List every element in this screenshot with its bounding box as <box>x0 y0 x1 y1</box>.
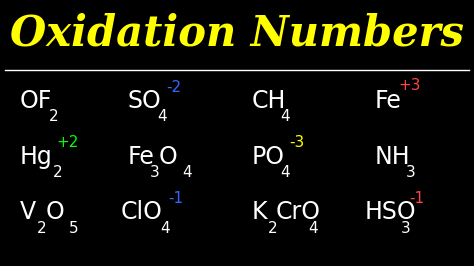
Text: -3: -3 <box>289 135 304 150</box>
Text: 3: 3 <box>150 165 160 180</box>
Text: Oxidation Numbers: Oxidation Numbers <box>10 12 464 54</box>
Text: OF: OF <box>20 89 52 113</box>
Text: -2: -2 <box>166 80 181 95</box>
Text: PO: PO <box>251 145 284 169</box>
Text: SO: SO <box>128 89 162 113</box>
Text: CrO: CrO <box>276 201 321 225</box>
Text: 5: 5 <box>69 221 78 236</box>
Text: +2: +2 <box>56 135 78 150</box>
Text: 4: 4 <box>160 221 170 236</box>
Text: 2: 2 <box>37 221 46 236</box>
Text: V: V <box>20 201 36 225</box>
Text: NH: NH <box>374 145 410 169</box>
Text: 2: 2 <box>53 165 63 180</box>
Text: Hg: Hg <box>20 145 53 169</box>
Text: K: K <box>251 201 267 225</box>
Text: HSO: HSO <box>365 201 417 225</box>
Text: 4: 4 <box>157 109 167 124</box>
Text: O: O <box>159 145 178 169</box>
Text: -1: -1 <box>409 191 424 206</box>
Text: O: O <box>46 201 65 225</box>
Text: 2: 2 <box>268 221 277 236</box>
Text: 4: 4 <box>281 165 290 180</box>
Text: 4: 4 <box>281 109 290 124</box>
Text: 2: 2 <box>49 109 58 124</box>
Text: Fe: Fe <box>374 89 401 113</box>
Text: 3: 3 <box>401 221 410 236</box>
Text: +3: +3 <box>398 78 420 93</box>
Text: CH: CH <box>251 89 286 113</box>
Text: Fe: Fe <box>128 145 155 169</box>
Text: -1: -1 <box>169 191 184 206</box>
Text: 3: 3 <box>406 165 416 180</box>
Text: 4: 4 <box>182 165 192 180</box>
Text: ClO: ClO <box>121 201 163 225</box>
Text: 4: 4 <box>308 221 318 236</box>
